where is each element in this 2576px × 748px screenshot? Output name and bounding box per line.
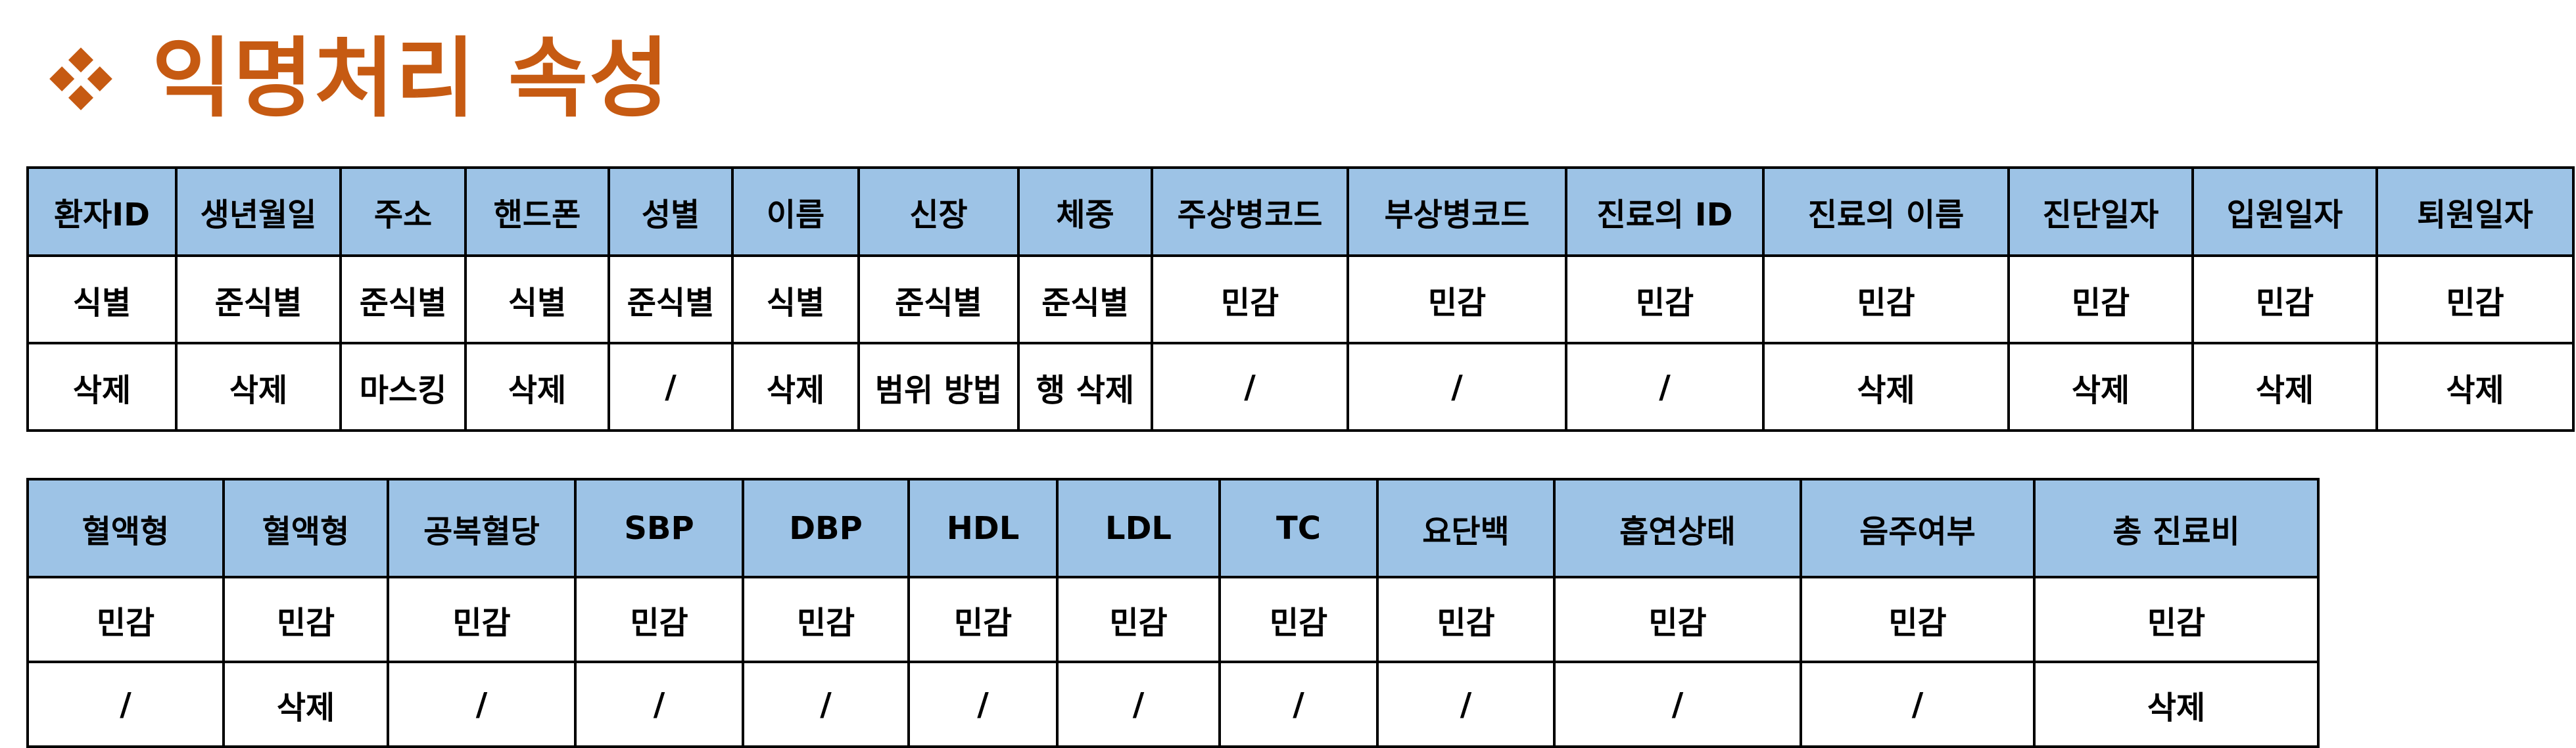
column-header: 요단백 — [1376, 478, 1556, 578]
table-cell: 삭제 — [222, 661, 389, 748]
table-cell: / — [574, 661, 744, 748]
table-cell: 민감 — [1565, 254, 1765, 344]
table-cell: 준식별 — [339, 254, 467, 344]
table-row-processing-method: / 삭제 / / / / / / / / / 삭제 — [26, 661, 2320, 748]
table-cell: 삭제 — [2007, 342, 2194, 432]
table-cell: / — [742, 661, 910, 748]
column-header: TC — [1218, 478, 1379, 578]
table-cell: 민감 — [2191, 254, 2378, 344]
table-cell: 행 삭제 — [1017, 342, 1153, 432]
table-row-attribute-type: 민감 민감 민감 민감 민감 민감 민감 민감 민감 민감 민감 민감 — [26, 576, 2320, 663]
table-cell: 민감 — [1218, 576, 1379, 663]
column-header: LDL — [1056, 478, 1221, 578]
column-header: 진단일자 — [2007, 166, 2194, 257]
anonymization-attributes-table-1: 환자ID 생년월일 주소 핸드폰 성별 이름 신장 체중 주상병코드 부상병코드… — [26, 166, 2575, 432]
page-title-text: 익명처리 속성 — [152, 28, 671, 129]
table-row-processing-method: 삭제 삭제 마스킹 삭제 / 삭제 범위 방법 행 삭제 / / / 삭제 삭제… — [26, 342, 2575, 432]
column-header: 공복혈당 — [387, 478, 577, 578]
table-cell: 민감 — [1347, 254, 1567, 344]
table-cell: 삭제 — [175, 342, 342, 432]
table-cell: 민감 — [742, 576, 910, 663]
column-header: 흡연상태 — [1553, 478, 1802, 578]
table-cell: 민감 — [2007, 254, 2194, 344]
table-cell: 민감 — [387, 576, 577, 663]
column-header: 부상병코드 — [1347, 166, 1567, 257]
table-cell: 민감 — [1762, 254, 2010, 344]
table-cell: 민감 — [1376, 576, 1556, 663]
table-cell: 준식별 — [1017, 254, 1153, 344]
diamond-bullet-icon — [49, 47, 112, 110]
column-header: 환자ID — [26, 166, 178, 257]
table-cell: / — [1347, 342, 1567, 432]
column-header: 입원일자 — [2191, 166, 2378, 257]
table-cell: 식별 — [731, 254, 860, 344]
column-header: 체중 — [1017, 166, 1153, 257]
table-cell: 삭제 — [1762, 342, 2010, 432]
table-cell: 민감 — [26, 576, 225, 663]
column-header: 신장 — [857, 166, 1020, 257]
column-header: 주소 — [339, 166, 467, 257]
column-header: 주상병코드 — [1151, 166, 1349, 257]
table-cell: / — [1565, 342, 1765, 432]
table-cell: 민감 — [1151, 254, 1349, 344]
table-cell: / — [608, 342, 734, 432]
table-cell: 삭제 — [26, 342, 178, 432]
column-header: HDL — [907, 478, 1059, 578]
column-header: 성별 — [608, 166, 734, 257]
table-cell: 민감 — [1553, 576, 1802, 663]
table-row-attribute-type: 식별 준식별 준식별 식별 준식별 식별 준식별 준식별 민감 민감 민감 민감… — [26, 254, 2575, 344]
anonymization-attributes-table-2: 혈액형 혈액형 공복혈당 SBP DBP HDL LDL TC 요단백 흡연상태… — [26, 478, 2320, 748]
table-cell: 민감 — [2033, 576, 2320, 663]
table-cell: / — [1056, 661, 1221, 748]
column-header: 음주여부 — [1800, 478, 2036, 578]
table-cell: / — [1553, 661, 1802, 748]
table-cell: 삭제 — [2033, 661, 2320, 748]
table-cell: 민감 — [1800, 576, 2036, 663]
table-cell: 삭제 — [2191, 342, 2378, 432]
table-cell: / — [1151, 342, 1349, 432]
table-header-row: 환자ID 생년월일 주소 핸드폰 성별 이름 신장 체중 주상병코드 부상병코드… — [26, 166, 2575, 257]
table-cell: 민감 — [574, 576, 744, 663]
table-cell: 민감 — [222, 576, 389, 663]
table-cell: / — [907, 661, 1059, 748]
table-cell: 민감 — [907, 576, 1059, 663]
table-cell: 준식별 — [175, 254, 342, 344]
column-header: 퇴원일자 — [2375, 166, 2575, 257]
column-header: 핸드폰 — [464, 166, 610, 257]
column-header: 생년월일 — [175, 166, 342, 257]
column-header: SBP — [574, 478, 744, 578]
table-cell: / — [1376, 661, 1556, 748]
table-cell: 삭제 — [731, 342, 860, 432]
table-cell: 민감 — [2375, 254, 2575, 344]
page-title: 익명처리 속성 — [49, 26, 671, 131]
column-header: 총 진료비 — [2033, 478, 2320, 578]
column-header: 진료의 ID — [1565, 166, 1765, 257]
table-cell: 식별 — [26, 254, 178, 344]
table-cell: 삭제 — [464, 342, 610, 432]
table-cell: / — [387, 661, 577, 748]
column-header: 진료의 이름 — [1762, 166, 2010, 257]
table-cell: / — [26, 661, 225, 748]
table-cell: 마스킹 — [339, 342, 467, 432]
table-cell: 삭제 — [2375, 342, 2575, 432]
table-cell: / — [1800, 661, 2036, 748]
table-cell: 범위 방법 — [857, 342, 1020, 432]
table-cell: 준식별 — [857, 254, 1020, 344]
table-cell: 준식별 — [608, 254, 734, 344]
table-cell: / — [1218, 661, 1379, 748]
column-header: 혈액형 — [222, 478, 389, 578]
table-cell: 민감 — [1056, 576, 1221, 663]
table-header-row: 혈액형 혈액형 공복혈당 SBP DBP HDL LDL TC 요단백 흡연상태… — [26, 478, 2320, 578]
table-cell: 식별 — [464, 254, 610, 344]
column-header: DBP — [742, 478, 910, 578]
column-header: 혈액형 — [26, 478, 225, 578]
column-header: 이름 — [731, 166, 860, 257]
